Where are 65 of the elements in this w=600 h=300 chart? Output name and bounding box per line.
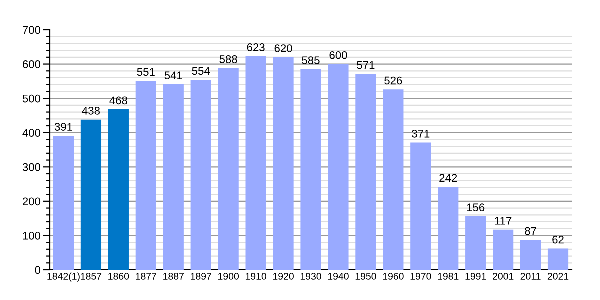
x-tick-label: 1877 [136,273,156,280]
bar [328,64,349,270]
x-tick-label: 1857 [81,273,102,280]
bar [383,90,404,270]
data-label: 62 [552,236,564,244]
x-tick-label: 2011 [520,273,541,280]
bar [218,68,239,270]
data-label: 117 [495,217,512,225]
x-tick-label: 1950 [356,273,376,280]
bar [80,120,102,270]
y-tick-label: 500 [22,94,41,103]
bar [520,240,542,270]
x-tick-label: 1887 [164,273,184,280]
x-tick-label: 1897 [191,273,212,280]
data-label: 623 [247,44,265,52]
bar [493,230,514,270]
y-tick-label: 100 [23,232,41,240]
data-label: 571 [357,62,375,70]
data-label: 554 [192,67,210,76]
x-tick-label: 1930 [300,273,322,280]
data-label: 585 [302,56,320,64]
x-tick-label: 1842(1) [48,272,80,282]
x-tick-label: 2021 [548,273,569,280]
bar [53,136,74,270]
data-label: 620 [274,44,292,52]
data-label: 588 [220,56,238,64]
bar [273,57,294,270]
data-label: 371 [412,130,430,138]
y-tick-label: 200 [22,198,41,206]
bar [163,84,184,270]
data-label: 468 [110,96,128,105]
data-label: 541 [164,72,182,80]
x-tick-label: 1940 [328,273,349,280]
y-tick-label: 700 [23,26,41,34]
y-tick-label: 400 [22,129,41,137]
x-tick-label: 2001 [492,273,514,280]
data-label: 438 [82,106,100,115]
x-tick-label: 1920 [273,273,294,280]
x-tick-label: 1991 [466,273,486,280]
bar [246,56,266,270]
x-tick-label: 1900 [218,273,240,280]
bar [466,216,486,270]
data-label: 87 [525,227,536,236]
x-tick-label: 1910 [246,273,266,280]
bar [410,142,432,270]
data-label: 600 [330,51,348,60]
bar [300,69,322,270]
y-tick-label: 0 [35,266,41,274]
x-tick-label: 1960 [383,273,404,280]
bar [356,74,376,270]
bar [108,110,129,270]
y-tick-label: 600 [23,60,41,68]
y-tick-label: 300 [22,163,41,172]
bar [548,248,569,270]
bar [438,187,459,270]
bar [190,80,212,270]
x-tick-label: 1981 [438,273,459,280]
data-label: 526 [384,76,402,85]
data-label: 391 [54,123,72,131]
data-label: 156 [467,204,485,212]
bar [136,81,156,270]
data-label: 551 [137,68,155,76]
x-tick-label: 1860 [108,273,130,280]
x-tick-label: 1970 [410,273,432,280]
data-label: 242 [440,174,458,182]
